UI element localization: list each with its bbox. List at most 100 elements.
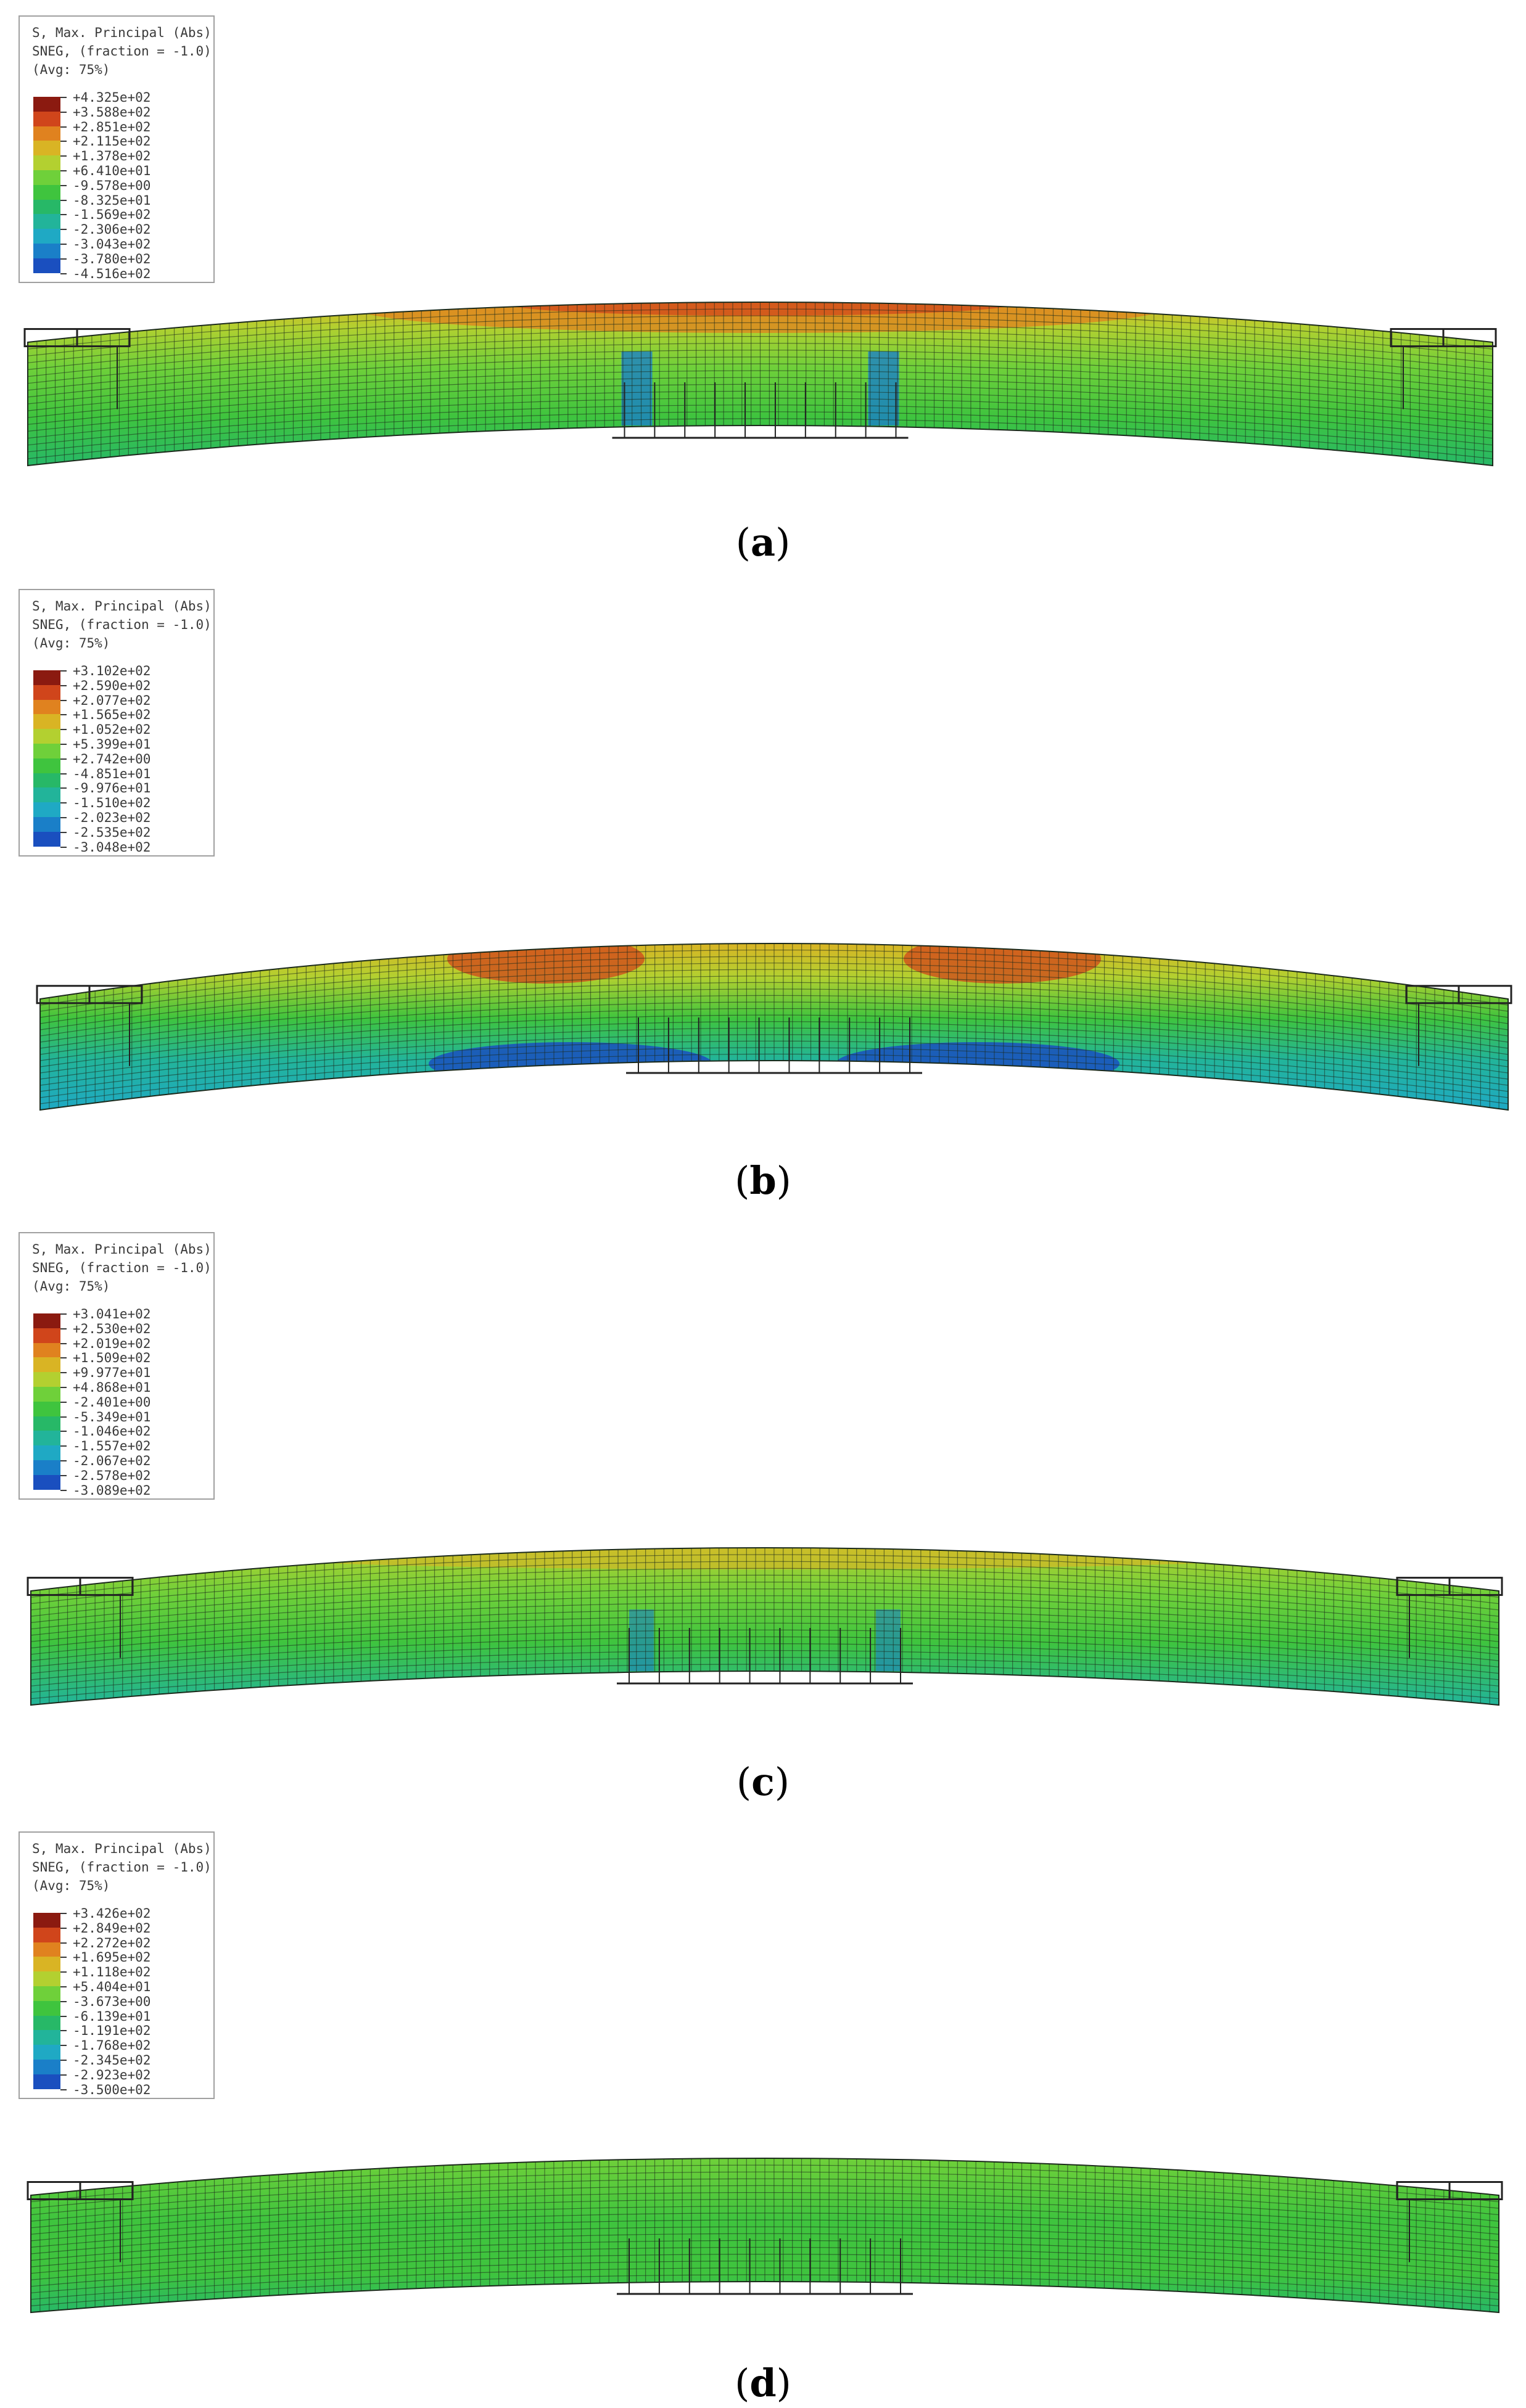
- legend-value-label: -2.306e+02: [73, 222, 151, 237]
- legend-swatch: [33, 1372, 60, 1387]
- caption-paren-close: ): [775, 520, 791, 565]
- legend-value-label: -2.535e+02: [73, 824, 151, 840]
- legend-tick: [60, 773, 67, 775]
- beam-contour-b: [36, 942, 1512, 1111]
- legend-value-label: -3.048e+02: [73, 839, 151, 855]
- legend-tick: [60, 831, 67, 833]
- caption-letter: d: [749, 2361, 777, 2406]
- legend-value-label: +2.851e+02: [73, 119, 151, 134]
- legend-value-label: -3.089e+02: [73, 1482, 151, 1498]
- legend-tick: [60, 714, 67, 716]
- legend-tick: [60, 244, 67, 245]
- caption-letter: b: [749, 1158, 777, 1203]
- legend-value-label: -2.345e+02: [73, 2053, 151, 2068]
- legend-tick: [60, 199, 67, 201]
- legend-title-line: (Avg: 75%): [32, 636, 110, 651]
- legend-tick: [60, 141, 67, 142]
- legend-tick: [60, 802, 67, 804]
- legend-tick: [60, 1986, 67, 1987]
- caption-paren-open: (: [735, 520, 751, 565]
- legend-value-label: -2.578e+02: [73, 1468, 151, 1483]
- legend-tick: [60, 2000, 67, 2002]
- legend-value-label: -2.401e+00: [73, 1394, 151, 1410]
- legend-value-label: -1.768e+02: [73, 2038, 151, 2053]
- legend-swatch: [33, 1416, 60, 1431]
- legend-tick: [60, 111, 67, 113]
- legend-title-line: SNEG, (fraction = -1.0): [32, 44, 212, 59]
- legend-value-label: -1.191e+02: [73, 2023, 151, 2039]
- legend-swatch: [33, 229, 60, 244]
- legend-value-label: +1.118e+02: [73, 1965, 151, 1980]
- legend-tick: [60, 1445, 67, 1447]
- legend-value-label: +2.077e+02: [73, 692, 151, 708]
- legend-swatch: [33, 2015, 60, 2031]
- legend-value-label: -3.500e+02: [73, 2082, 151, 2097]
- legend-swatch: [33, 1913, 60, 1928]
- panel-caption-a: (a): [0, 521, 1526, 564]
- legend-tick: [60, 787, 67, 789]
- legend-value-label: +3.102e+02: [73, 664, 151, 678]
- legend-tick: [60, 1957, 67, 1958]
- legend-tick: [60, 670, 67, 672]
- legend-tick: [60, 170, 67, 171]
- caption-paren-close: ): [774, 1759, 790, 1804]
- legend-tick: [60, 97, 67, 98]
- legend-value-label: +3.041e+02: [73, 1307, 151, 1321]
- legend-value-label: -4.516e+02: [73, 266, 151, 281]
- legend-swatch: [33, 97, 60, 112]
- legend-value-label: -1.557e+02: [73, 1439, 151, 1454]
- legend-title-line: (Avg: 75%): [32, 62, 110, 77]
- legend-swatch: [33, 2060, 60, 2075]
- legend-value-label: -2.923e+02: [73, 2067, 151, 2082]
- legend-tick: [60, 1328, 67, 1329]
- legend-tick: [60, 258, 67, 260]
- legend-swatch: [33, 773, 60, 788]
- legend-swatch: [33, 111, 60, 127]
- legend-tick: [60, 1401, 67, 1403]
- legend-swatch: [33, 1942, 60, 1957]
- legend-swatch: [33, 184, 60, 200]
- legend-c: S, Max. Principal (Abs) SNEG, (fraction =…: [19, 1232, 215, 1500]
- legend-value-label: +3.588e+02: [73, 104, 151, 120]
- legend-swatch: [33, 1387, 60, 1402]
- legend-value-label: +4.868e+01: [73, 1380, 151, 1395]
- legend-tick: [60, 184, 67, 186]
- legend-tick: [60, 2015, 67, 2017]
- legend-value-label: -3.043e+02: [73, 237, 151, 252]
- legend-tick: [60, 684, 67, 686]
- legend-value-label: +3.426e+02: [73, 1906, 151, 1921]
- legend-value-label: +2.590e+02: [73, 678, 151, 693]
- legend-value-label: -4.851e+01: [73, 766, 151, 781]
- legend-tick: [60, 1460, 67, 1461]
- legend-value-label: +2.742e+00: [73, 751, 151, 766]
- beam-contour-d: [27, 2157, 1503, 2314]
- legend-tick: [60, 1416, 67, 1418]
- legend-value-label: -2.023e+02: [73, 810, 151, 825]
- legend-tick: [60, 126, 67, 128]
- legend-value-label: -9.976e+01: [73, 781, 151, 796]
- legend-swatch: [33, 1927, 60, 1943]
- panel-caption-d: (d): [0, 2362, 1526, 2405]
- legend-tick: [60, 846, 67, 848]
- legend-a: S, Max. Principal (Abs) SNEG, (fraction =…: [19, 15, 215, 283]
- caption-letter: c: [751, 1759, 775, 1804]
- legend-swatch: [33, 744, 60, 759]
- beam-contour-a: [23, 301, 1497, 467]
- caption-paren-close: ): [776, 1158, 791, 1203]
- legend-swatch: [33, 170, 60, 186]
- caption-letter: a: [750, 520, 776, 565]
- caption-paren-open: (: [736, 1759, 752, 1804]
- legend-swatch: [33, 1474, 60, 1490]
- legend-tick: [60, 744, 67, 745]
- legend-tick: [60, 155, 67, 157]
- legend-title-line: SNEG, (fraction = -1.0): [32, 1860, 212, 1875]
- legend-swatch: [33, 1401, 60, 1417]
- legend-swatch: [33, 729, 60, 744]
- legend-swatch: [33, 1357, 60, 1373]
- legend-value-label: -1.510e+02: [73, 795, 151, 811]
- legend-swatch: [33, 787, 60, 803]
- legend-tick: [60, 1971, 67, 1973]
- legend-swatch: [33, 2074, 60, 2090]
- legend-value-label: +2.115e+02: [73, 134, 151, 149]
- legend-tick: [60, 1942, 67, 1944]
